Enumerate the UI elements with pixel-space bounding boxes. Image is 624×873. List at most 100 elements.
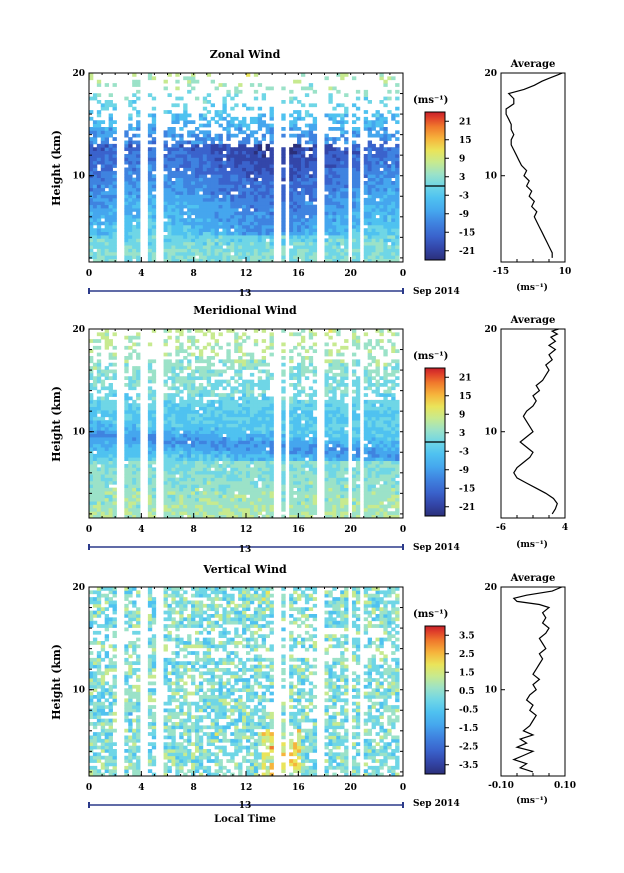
heatmap-cell [96, 406, 102, 411]
heatmap-cell [179, 406, 184, 411]
heatmap-cell [222, 480, 227, 485]
heatmap-cell [261, 238, 267, 243]
y-tick-label: 10 [72, 172, 85, 182]
heatmap-cell [175, 224, 180, 229]
heatmap-cell [344, 231, 349, 236]
heatmap-cell [96, 258, 102, 263]
heatmap-cell [104, 106, 110, 111]
heatmap-cell [297, 221, 302, 226]
heatmap-cell [167, 423, 172, 428]
heatmap-cell [289, 167, 294, 172]
heatmap-cell [308, 147, 314, 152]
heatmap-cell [226, 443, 231, 448]
heatmap-cell [395, 255, 400, 260]
heatmap-cell [281, 410, 286, 414]
heatmap-cell [391, 187, 396, 192]
heatmap-cell [194, 187, 200, 192]
heatmap-cell [253, 214, 259, 219]
heatmap-cell [383, 235, 388, 239]
heatmap-cell [124, 369, 129, 374]
heatmap-cell [297, 251, 302, 256]
heatmap-cell [222, 497, 227, 502]
heatmap-cell [242, 399, 247, 404]
heatmap-cell [308, 177, 314, 182]
heatmap-cell [242, 201, 247, 206]
heatmap-cell [328, 197, 333, 202]
heatmap-cell [300, 258, 306, 263]
heatmap-cell [191, 396, 196, 401]
heatmap-cell [92, 164, 98, 168]
heatmap-cell [187, 241, 192, 246]
heatmap-cell [269, 484, 274, 489]
heatmap-cell [147, 147, 153, 152]
heatmap-cell [92, 204, 98, 209]
heatmap-cell [128, 258, 133, 263]
heatmap-cell [151, 238, 157, 243]
heatmap-cell [238, 251, 243, 256]
heatmap-cell [214, 507, 219, 512]
heatmap-cell [253, 73, 259, 77]
heatmap-cell [100, 504, 106, 509]
heatmap-cell [108, 406, 113, 411]
heatmap-cell [226, 231, 231, 236]
heatmap-cell [371, 174, 376, 179]
heatmap-cell [128, 235, 133, 239]
heatmap-cell [96, 177, 102, 182]
heatmap-cell [124, 457, 129, 462]
heatmap-cell [104, 258, 110, 263]
heatmap-cell [92, 187, 98, 192]
heatmap-cell [379, 73, 384, 77]
heatmap-cell [108, 184, 113, 189]
heatmap-cell [151, 248, 157, 253]
heatmap-cell [297, 464, 302, 468]
heatmap-cell [304, 497, 310, 502]
heatmap-cell [124, 433, 129, 438]
heatmap-cell [112, 345, 117, 350]
heatmap-cell [202, 235, 208, 239]
heatmap-cell [167, 167, 172, 172]
heatmap-cell [391, 231, 396, 236]
heatmap-cell [281, 218, 286, 222]
heatmap-cell [300, 450, 306, 455]
heatmap-cell [379, 224, 384, 229]
heatmap-cell [183, 416, 188, 421]
heatmap-cell [269, 372, 274, 377]
heatmap-cell [124, 248, 129, 253]
heatmap-cell [340, 154, 345, 158]
heatmap-cell [253, 433, 259, 438]
heatmap-cell [293, 174, 298, 179]
heatmap-cell [391, 157, 396, 162]
heatmap-cell [300, 238, 306, 243]
heatmap-cell [355, 181, 361, 185]
heatmap-cell [132, 208, 137, 212]
heatmap-cell [136, 127, 141, 131]
heatmap-cell [289, 194, 294, 199]
heatmap-cell [96, 457, 102, 462]
heatmap-cell [293, 197, 298, 202]
heatmap-cell [147, 494, 153, 499]
heatmap-cell [175, 494, 180, 499]
heatmap-cell [265, 191, 270, 195]
heatmap-cell [124, 420, 129, 424]
heatmap-cell [194, 491, 200, 495]
heatmap-cell [297, 416, 302, 421]
heatmap-cell [387, 194, 392, 199]
heatmap-cell [371, 224, 376, 229]
heatmap-cell [328, 258, 333, 263]
heatmap-cell [257, 497, 263, 502]
heatmap-cell [261, 133, 267, 138]
heatmap-cell [108, 170, 113, 175]
heatmap-cell [218, 140, 223, 145]
heatmap-cell [289, 150, 294, 155]
heatmap-cell [383, 224, 388, 229]
heatmap-cell [128, 403, 133, 408]
heatmap-cell [96, 245, 102, 249]
heatmap-cell [218, 399, 223, 404]
heatmap-cell [249, 194, 255, 199]
heatmap-cell [167, 241, 172, 246]
heatmap-cell [218, 416, 223, 421]
heatmap-cell [304, 204, 310, 209]
heatmap-cell [92, 477, 98, 482]
heatmap-cell [171, 447, 176, 451]
heatmap-cell [367, 228, 373, 233]
